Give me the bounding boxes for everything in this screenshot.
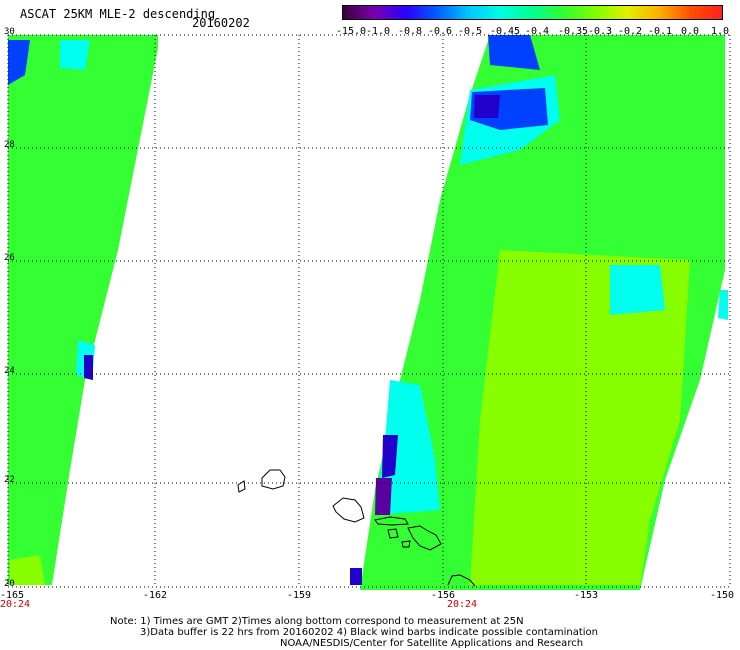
hawaii-coastline	[237, 469, 476, 587]
footnotes: Note: 1) Times are GMT 2)Times along bot…	[110, 616, 598, 649]
lat-label: 24	[4, 366, 15, 376]
patch-navy	[382, 435, 398, 478]
pass-time-right: 20:24	[446, 599, 478, 610]
colorbar	[342, 5, 723, 20]
map-title: ASCAT 25KM MLE-2 descending	[20, 7, 216, 21]
colorbar-label: -0.6	[427, 26, 453, 37]
pass-time-left: 20:24	[0, 599, 31, 610]
colorbar-label: -0.2	[617, 26, 643, 37]
colorbar-label: -0.8	[397, 26, 423, 37]
island-oahu	[332, 497, 365, 523]
colorbar-label: -0.3	[587, 26, 613, 37]
colorbar-label: -0.35	[557, 26, 589, 37]
colorbar-labels: -15.0 -1.0 -0.8 -0.6 -0.5 -0.45 -0.4 -0.…	[330, 26, 740, 38]
lon-label: -153	[573, 590, 599, 601]
colorbar-label: 1.0	[710, 26, 730, 37]
island-kahoolawe	[401, 540, 411, 548]
colorbar-label: -1.0	[365, 26, 391, 37]
lat-label: 30	[4, 27, 15, 37]
island-molokai	[374, 516, 409, 526]
note-line-3: NOAA/NESDIS/Center for Satellite Applica…	[280, 638, 584, 649]
patch-blue	[8, 40, 30, 85]
lat-label: 20	[4, 579, 15, 589]
lon-label: -162	[142, 590, 168, 601]
patch-lime	[470, 250, 690, 585]
island-hawaii	[447, 574, 476, 587]
patch-lime	[10, 555, 45, 585]
patch-navy	[84, 355, 93, 380]
colorbar-label: -15.0	[335, 26, 367, 37]
island-lanai	[387, 528, 399, 539]
patch-cyan	[610, 265, 665, 315]
lon-label: -156	[430, 590, 456, 601]
lon-label: -165	[0, 590, 25, 601]
colorbar-label: -0.45	[489, 26, 521, 37]
patch-blue	[488, 35, 540, 70]
lon-label: -159	[286, 590, 312, 601]
note-line-1: Note: 1) Times are GMT 2)Times along bot…	[110, 616, 524, 627]
lon-label: -150	[709, 590, 735, 601]
colorbar-label: -0.5	[457, 26, 483, 37]
colorbar-label: 0.0	[680, 26, 700, 37]
island-kauai	[261, 469, 286, 490]
lat-label: 26	[4, 253, 15, 263]
lat-label: 28	[4, 140, 15, 150]
island-maui	[407, 525, 442, 551]
patch-cyan	[718, 290, 728, 320]
patch-navy	[474, 95, 500, 118]
map-date: 20160202	[192, 16, 250, 30]
patch-cyan	[60, 40, 90, 70]
island-niihau	[237, 480, 246, 493]
swath-layer	[8, 35, 728, 590]
swath-left	[8, 35, 158, 585]
colorbar-label: -0.1	[647, 26, 673, 37]
patch-navy	[350, 568, 362, 585]
note-line-2: 3)Data buffer is 22 hrs from 20160202 4)…	[140, 627, 598, 638]
lat-label: 22	[4, 475, 15, 485]
patch-purple	[375, 478, 392, 515]
colorbar-label: -0.4	[524, 26, 550, 37]
lat-lon-grid	[7, 34, 731, 588]
